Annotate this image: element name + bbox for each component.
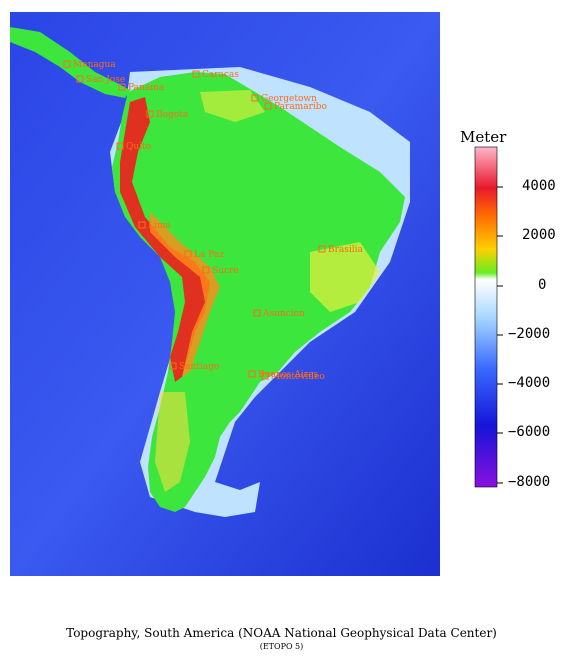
city-label: Montevideo <box>271 372 325 382</box>
city-sucre: Sucre <box>202 266 239 276</box>
city-asuncion: Asuncion <box>253 309 305 319</box>
city-bogota: Bogota <box>146 110 189 120</box>
city-marker-icon <box>63 60 71 68</box>
city-marker-icon <box>76 75 84 83</box>
city-label: Lima <box>148 221 171 231</box>
city-georgetown: Georgetown <box>251 94 317 104</box>
city-marker-icon <box>169 362 177 370</box>
city-label: Brasilia <box>328 245 364 255</box>
city-santiago: Santiago <box>169 362 219 372</box>
city-quito: Quito <box>116 142 151 152</box>
city-label: Buenos Aires <box>258 370 318 380</box>
map-caption: Topography, South America (NOAA National… <box>66 626 497 640</box>
legend-tick-label: −2000 <box>508 326 551 342</box>
city-marker-icon <box>318 245 326 253</box>
legend-tick-label: −8000 <box>508 474 551 490</box>
legend-tick-label: 0 <box>538 277 547 293</box>
legend-title: Meter <box>460 128 507 146</box>
city-la-paz: La Paz <box>184 250 224 260</box>
city-buenos-aires: Buenos Aires <box>248 370 318 380</box>
city-marker-icon <box>192 70 200 78</box>
city-marker-icon <box>146 110 154 118</box>
city-marker-icon <box>264 102 272 110</box>
city-montevideo: Montevideo <box>261 372 325 382</box>
city-label: Caracas <box>202 70 239 80</box>
patagonia <box>155 392 190 492</box>
city-label: San Jose <box>86 75 125 85</box>
city-brasilia: Brasilia <box>318 245 364 255</box>
brazilian-highlands <box>310 242 380 312</box>
map-subcaption: (ETOPO 5) <box>259 642 304 651</box>
city-label: La Paz <box>194 250 224 260</box>
city-panama: Panama <box>118 83 165 93</box>
legend-tick-label: 4000 <box>522 178 556 194</box>
andes-orange <box>150 212 220 377</box>
city-label: Sucre <box>212 266 239 276</box>
city-label: Quito <box>126 142 151 152</box>
city-marker-icon <box>248 370 256 378</box>
legend-tick-label: 2000 <box>522 227 556 243</box>
city-marker-icon <box>118 83 126 91</box>
city-marker-icon <box>202 266 210 274</box>
city-marker-icon <box>261 372 269 380</box>
city-label: Managua <box>73 60 116 70</box>
city-marker-icon <box>116 142 124 150</box>
guiana-highlands <box>200 90 265 122</box>
city-label: Panama <box>128 83 165 93</box>
city-marker-icon <box>184 250 192 258</box>
city-label: Santiago <box>179 362 219 372</box>
city-lima: Lima <box>138 221 171 231</box>
legend-tick-label: −6000 <box>508 424 551 440</box>
andes-range <box>120 97 210 382</box>
color-legend <box>474 146 503 488</box>
city-marker-icon <box>138 221 146 229</box>
city-san-jose: San Jose <box>76 75 125 85</box>
legend-color-bar <box>474 146 498 488</box>
legend-tick-label: −4000 <box>508 375 551 391</box>
city-marker-icon <box>253 309 261 317</box>
city-paramaribo: Paramaribo <box>264 102 327 112</box>
city-label: Bogota <box>156 110 189 120</box>
topography-map: Managua San Jose Panama Caracas Georgetown Pa… <box>10 12 440 576</box>
city-managua: Managua <box>63 60 116 70</box>
city-label: Paramaribo <box>274 102 327 112</box>
city-label: Georgetown <box>261 94 317 104</box>
city-marker-icon <box>251 94 259 102</box>
city-label: Asuncion <box>262 309 305 319</box>
city-caracas: Caracas <box>192 70 239 80</box>
